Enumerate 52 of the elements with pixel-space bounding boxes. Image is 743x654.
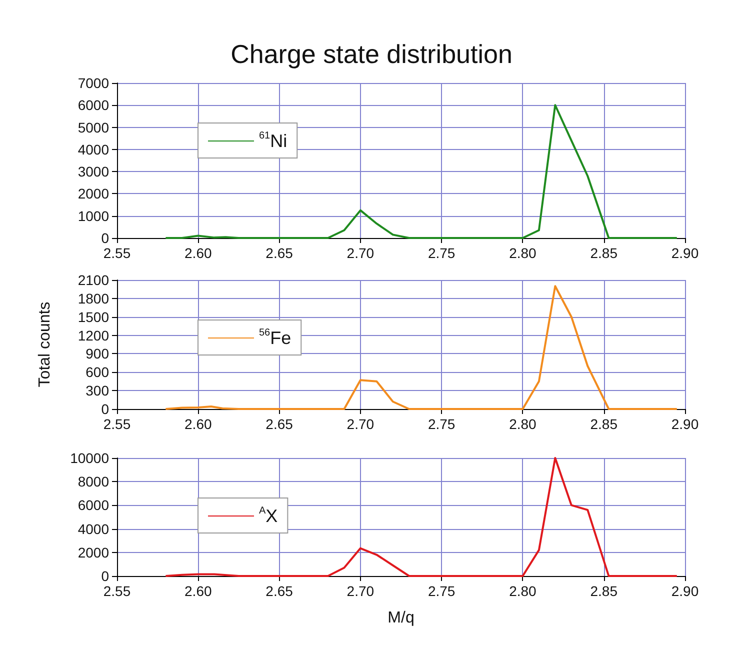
chart-title: Charge state distribution [230,39,512,69]
x-tick-label: 2.60 [184,416,212,432]
line-series [164,285,678,410]
y-tick-label: 1800 [78,290,110,306]
y-tick-label: 3000 [78,164,110,180]
x-tick-label: 2.55 [103,416,131,432]
x-tick-label: 2.80 [509,245,537,261]
x-tick-label: 2.70 [346,583,374,599]
x-tick-label: 2.80 [509,583,537,599]
y-tick-label: 300 [86,382,110,399]
y-tick-label: 0 [101,568,110,584]
x-tick-label: 2.60 [184,245,212,261]
y-tick-label: 0 [101,230,110,246]
x-tick-label: 2.75 [428,583,456,599]
x-tick-label: 2.85 [590,245,618,261]
x-tick-label: 2.90 [671,416,699,432]
x-tick-label: 2.85 [590,416,618,432]
y-tick-label: 4000 [78,141,110,158]
x-tick-label: 2.65 [266,416,294,432]
y-tick-label: 1000 [78,208,110,224]
x-tick-label: 2.55 [103,245,131,261]
x-tick-label: 2.65 [266,583,294,599]
x-axis-title: M/q [388,610,414,626]
y-tick-label: 900 [86,346,110,362]
line-series [164,104,678,239]
x-tick-label: 2.80 [509,416,537,432]
x-tick-label: 2.60 [184,583,212,599]
y-tick-label: 0 [101,401,110,417]
x-tick-label: 2.70 [346,245,374,261]
y-tick-label: 8000 [78,474,110,490]
line-series [164,457,678,577]
y-tick-label: 5000 [78,119,110,136]
y-tick-label: 1200 [78,327,110,344]
y-tick-label: 2000 [78,186,110,202]
x-tick-label: 2.85 [590,583,618,599]
x-tick-label: 2.55 [103,583,131,599]
y-tick-label: 10000 [70,450,110,466]
y-tick-label: 7000 [78,75,110,91]
y-tick-label: 4000 [78,520,110,537]
y-tick-label: 2000 [78,544,110,560]
y-tick-label: 600 [86,364,110,380]
x-tick-label: 2.90 [671,245,699,261]
x-tick-label: 2.75 [428,416,456,432]
x-tick-label: 2.90 [671,583,699,599]
x-tick-label: 2.75 [428,245,456,261]
y-tick-label: 1500 [78,308,110,325]
x-tick-label: 2.65 [266,245,294,261]
x-tick-label: 2.70 [346,416,374,432]
y-tick-label: 2100 [78,272,110,288]
y-tick-label: 6000 [78,97,110,114]
y-tick-label: 6000 [78,497,110,514]
y-axis-title: Total counts [36,302,54,388]
